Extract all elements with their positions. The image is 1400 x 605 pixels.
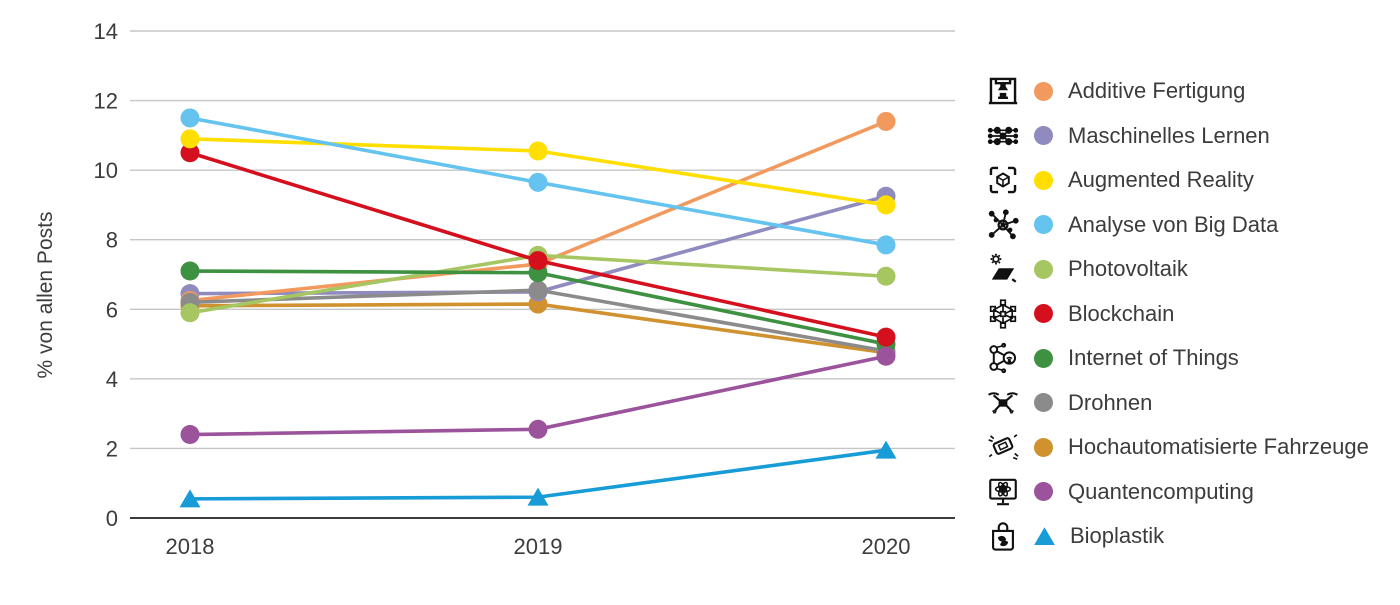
legend-label: Analyse von Big Data	[1068, 211, 1279, 237]
quantum-computing-icon	[986, 474, 1028, 510]
data-point	[180, 425, 200, 445]
x-tick-label: 2018	[166, 534, 215, 559]
legend-label: Photovoltaik	[1068, 256, 1188, 282]
x-axis-tick-labels: 2018 2019 2020	[166, 534, 911, 559]
ar-cube-icon	[986, 162, 1028, 198]
legend-label: Blockchain	[1068, 300, 1175, 326]
y-axis-tick-labels: 0 2 4 6 8 10 12 14	[94, 19, 118, 531]
data-point	[180, 143, 200, 163]
series-hochautomatisierte-fahrzeuge	[180, 294, 896, 363]
series-augmented-reality	[180, 129, 896, 215]
legend-marker-circle	[1034, 393, 1053, 413]
series-bioplastik	[179, 440, 897, 508]
automated-vehicle-icon	[986, 429, 1028, 465]
legend-marker-triangle	[1034, 527, 1055, 546]
line-chart: 0 2 4 6 8 10 12 14 2018 2019 2020 % von allen Pos…	[34, 19, 955, 559]
data-point	[876, 346, 896, 366]
legend-item-hochautomatisierte-fahrzeuge: Hochautomatisierte Fahrzeuge	[986, 425, 1369, 470]
data-point	[180, 129, 200, 149]
drone-icon	[986, 385, 1028, 421]
gridlines	[130, 30, 955, 519]
bioplastic-icon	[986, 518, 1028, 554]
legend-item-drohnen: Drohnen	[986, 381, 1369, 426]
y-tick-label: 14	[94, 19, 118, 44]
y-axis-title: % von allen Posts	[34, 212, 57, 379]
neural-network-icon	[986, 118, 1028, 154]
data-point-triangle	[875, 440, 897, 459]
data-point	[180, 303, 200, 323]
data-point	[528, 419, 548, 439]
data-point	[180, 261, 200, 281]
legend: Additive Fertigung Maschinelles Lernen Aug…	[986, 69, 1369, 559]
blockchain-icon	[986, 296, 1028, 332]
legend-item-internet-of-things: Internet of Things	[986, 336, 1369, 381]
legend-item-additive-fertigung: Additive Fertigung	[986, 69, 1369, 114]
y-tick-label: 6	[106, 297, 118, 322]
series-lines	[179, 108, 897, 508]
y-tick-label: 8	[106, 228, 118, 253]
data-point	[528, 141, 548, 161]
data-point	[180, 108, 200, 128]
legend-marker-circle	[1034, 126, 1053, 146]
data-point	[876, 195, 896, 215]
legend-label: Drohnen	[1068, 389, 1153, 415]
legend-label: Additive Fertigung	[1068, 78, 1246, 104]
legend-marker-circle	[1034, 259, 1053, 279]
data-point-triangle	[179, 489, 201, 508]
legend-label: Hochautomatisierte Fahrzeuge	[1068, 434, 1369, 460]
data-point	[876, 111, 896, 131]
legend-label: Augmented Reality	[1068, 167, 1254, 193]
legend-item-bioplastik: Bioplastik	[986, 514, 1369, 559]
x-tick-label: 2019	[514, 534, 563, 559]
data-point	[876, 266, 896, 286]
y-tick-label: 12	[94, 89, 118, 114]
data-point	[876, 235, 896, 255]
y-tick-label: 4	[106, 367, 118, 392]
legend-marker-circle	[1034, 215, 1053, 235]
y-tick-label: 10	[94, 158, 118, 183]
legend-item-maschinelles-lernen: Maschinelles Lernen	[986, 114, 1369, 159]
solar-panel-icon	[986, 251, 1028, 287]
data-point	[528, 280, 548, 300]
legend-label: Maschinelles Lernen	[1068, 122, 1270, 148]
series-analyse-von-big-data	[180, 108, 896, 255]
data-analysis-icon	[986, 207, 1028, 243]
legend-marker-circle	[1034, 304, 1053, 324]
y-tick-label: 2	[106, 436, 118, 461]
data-point-triangle	[527, 487, 549, 506]
data-point	[876, 327, 896, 347]
series-quantencomputing	[180, 346, 896, 445]
legend-item-blockchain: Blockchain	[986, 292, 1369, 337]
iot-icon	[986, 340, 1028, 376]
x-tick-label: 2020	[862, 534, 911, 559]
y-tick-label: 0	[106, 506, 118, 531]
legend-marker-circle	[1034, 81, 1053, 101]
3d-printer-icon	[986, 73, 1028, 109]
legend-item-quantencomputing: Quantencomputing	[986, 470, 1369, 515]
legend-item-photovoltaik: Photovoltaik	[986, 247, 1369, 292]
legend-marker-circle	[1034, 437, 1053, 457]
legend-label: Quantencomputing	[1068, 478, 1254, 504]
legend-item-analyse-von-big-data: Analyse von Big Data	[986, 203, 1369, 248]
data-point	[528, 172, 548, 192]
legend-marker-circle	[1034, 170, 1053, 190]
legend-label: Internet of Things	[1068, 345, 1239, 371]
legend-item-augmented-reality: Augmented Reality	[986, 158, 1369, 203]
legend-marker-circle	[1034, 482, 1053, 502]
data-point	[528, 251, 548, 271]
series-blockchain	[180, 143, 896, 347]
legend-marker-circle	[1034, 348, 1053, 368]
legend-label: Bioplastik	[1070, 523, 1165, 549]
